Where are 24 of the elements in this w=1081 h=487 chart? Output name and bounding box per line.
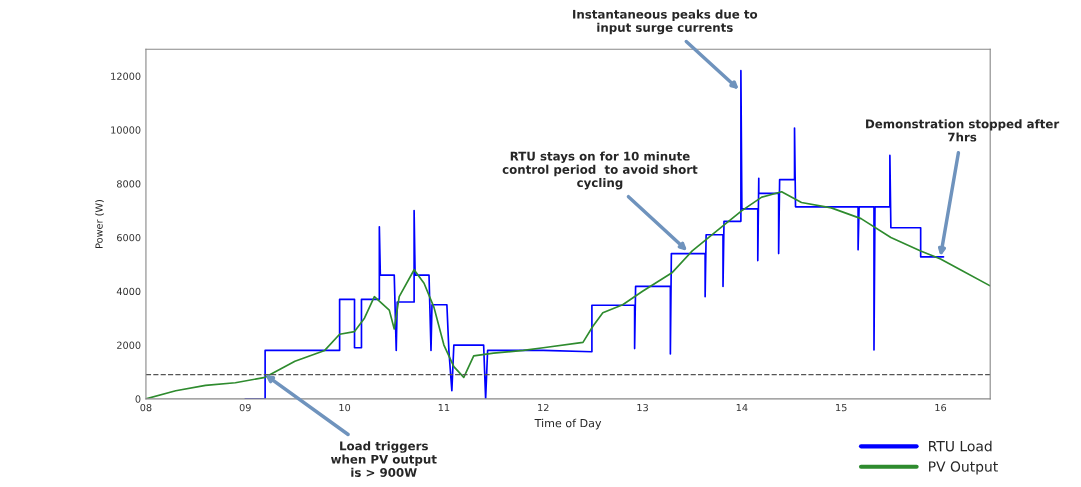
x-tick-label: 09 xyxy=(239,403,251,412)
y-tick-label: 0 xyxy=(135,395,141,403)
x-tick-label: 11 xyxy=(438,404,450,412)
x-axis-title: Time of Day xyxy=(534,418,602,430)
x-tick-label: 13 xyxy=(637,403,648,412)
x-tick-label: 10 xyxy=(339,403,351,412)
y-tick-label: 2000 xyxy=(117,341,141,349)
annotation: Demonstration stopped after 7hrs xyxy=(866,119,1060,142)
annotation: Load triggers when PV output is > 900W xyxy=(330,441,437,477)
x-tick-label: 15 xyxy=(836,404,847,412)
x-tick-label: 14 xyxy=(736,404,748,412)
y-tick-label: 4000 xyxy=(116,287,141,296)
x-tick-label: 16 xyxy=(935,403,947,412)
y-tick-label: 10000 xyxy=(111,126,141,134)
y-tick-label: 6000 xyxy=(117,233,141,242)
x-tick-label: 08 xyxy=(140,403,152,412)
annotation: Instantaneous peaks due to input surge currents xyxy=(573,9,758,35)
y-axis-title: Power (W) xyxy=(95,200,104,248)
legend-label: PV Output xyxy=(929,461,998,475)
legend-label: RTU Load xyxy=(929,440,992,452)
annotation: RTU stays on for 10 minute control period to avoid short cycling xyxy=(502,151,698,190)
y-tick-label: 12000 xyxy=(111,72,141,80)
y-tick-label: 8000 xyxy=(116,180,141,188)
x-tick-label: 12 xyxy=(538,403,549,412)
